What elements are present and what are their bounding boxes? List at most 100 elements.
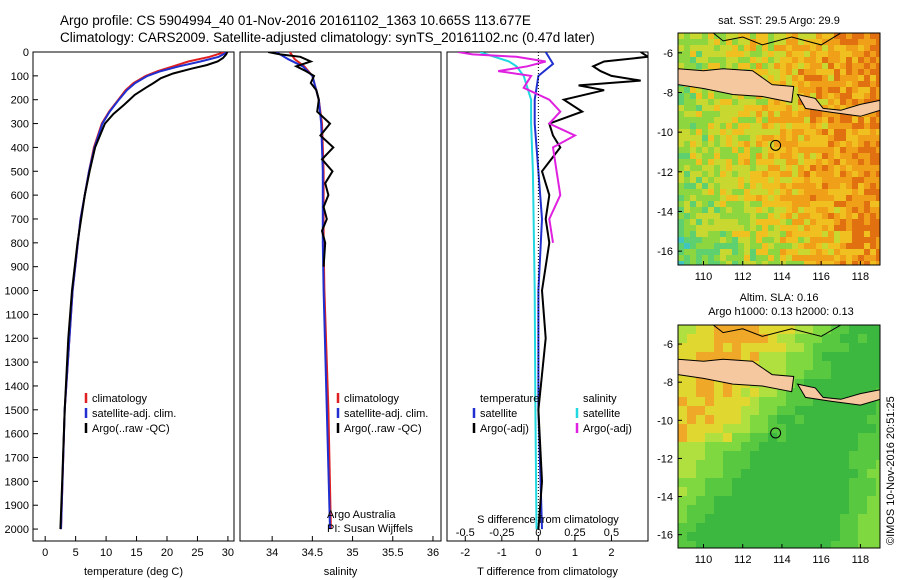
map-cell (678, 105, 685, 112)
map-cell (696, 496, 706, 506)
map-cell (732, 45, 739, 52)
map-cell (822, 379, 832, 389)
map-cell (738, 261, 745, 265)
map-cell (687, 433, 697, 443)
map-cell (831, 388, 841, 398)
y-tick-label: 0 (23, 47, 29, 59)
map-cell (759, 433, 769, 443)
map-cell (858, 141, 865, 148)
map-cell (804, 505, 814, 515)
map-cell (876, 201, 880, 208)
legend-label: climatology (344, 393, 400, 405)
map-cell (678, 433, 688, 443)
map-cell (834, 135, 841, 142)
map-cell (876, 81, 880, 88)
map-cell (876, 219, 880, 226)
map-cell (816, 159, 823, 166)
map-cell (768, 469, 778, 479)
map-cell (708, 177, 715, 184)
top-tick-label: 0 (535, 527, 541, 539)
map-cell (810, 63, 817, 70)
map-cell (738, 63, 745, 70)
map-cell (768, 361, 778, 371)
map-cell (678, 243, 685, 250)
top-tick-label: 0.5 (604, 527, 619, 539)
map-cell (798, 261, 805, 265)
map-cell (741, 451, 751, 461)
map-cell (720, 63, 727, 70)
x-tick-label: 110 (695, 271, 713, 283)
map-cell (705, 505, 715, 515)
map-cell (849, 379, 859, 389)
map-cell (678, 201, 685, 208)
map-cell (810, 249, 817, 256)
map-cell (750, 207, 757, 214)
map-cell (696, 111, 703, 118)
map-cell (732, 189, 739, 196)
map-cell (786, 153, 793, 160)
map-cell (750, 159, 757, 166)
map-cell (780, 195, 787, 202)
map-cell (687, 334, 697, 344)
map-cell (726, 45, 733, 52)
map-cell (750, 39, 757, 46)
map-cell (876, 255, 880, 262)
map-cell (738, 117, 745, 124)
map-cell (798, 177, 805, 184)
map-cell (774, 219, 781, 226)
map-cell (846, 69, 853, 76)
map-cell (858, 334, 868, 344)
map-cell (813, 460, 823, 470)
map-cell (768, 105, 775, 112)
y-tick-label: 1800 (5, 476, 29, 488)
map-cell (741, 388, 751, 398)
map-cell (828, 99, 835, 106)
map-cell (720, 213, 727, 220)
map-cell (696, 93, 703, 100)
map-cell (768, 147, 775, 154)
map-cell (780, 261, 787, 265)
map-cell (780, 165, 787, 172)
map-cell (762, 111, 769, 118)
map-cell (786, 129, 793, 136)
map-cell (870, 213, 877, 220)
map-cell (780, 135, 787, 142)
map-cell (858, 75, 865, 82)
map-cell (864, 99, 871, 106)
map-cell (750, 334, 760, 344)
map-cell (696, 433, 706, 443)
map-cell (768, 523, 778, 533)
map-cell (726, 225, 733, 232)
map-cell (696, 478, 706, 488)
map-cell (828, 225, 835, 232)
map-cell (816, 231, 823, 238)
map-cell (723, 388, 733, 398)
map-cell (768, 433, 778, 443)
map-cell (762, 63, 769, 70)
map-cell (705, 487, 715, 497)
map-cell (726, 129, 733, 136)
map-cell (720, 117, 727, 124)
map-cell (876, 496, 880, 506)
map-cell (846, 261, 853, 265)
map-cell (810, 207, 817, 214)
map-cell (720, 57, 727, 64)
map-cell (858, 117, 865, 124)
map-cell (852, 75, 859, 82)
map-cell (870, 87, 877, 94)
copyright-stamp: ©IMOS 10-Nov-2016 20:51:25 (885, 396, 897, 545)
map-cell (795, 469, 805, 479)
map-cell (690, 87, 697, 94)
map-cell (750, 129, 757, 136)
map-field (678, 33, 880, 265)
y-tick-label: -10 (657, 127, 673, 139)
map-cell (864, 153, 871, 160)
map-cell (798, 255, 805, 262)
map-cell (780, 171, 787, 178)
map-cell (786, 370, 796, 380)
map-cell (840, 171, 847, 178)
map-cell (840, 225, 847, 232)
map-cell (678, 415, 688, 425)
map-cell (702, 237, 709, 244)
map-cell (696, 231, 703, 238)
